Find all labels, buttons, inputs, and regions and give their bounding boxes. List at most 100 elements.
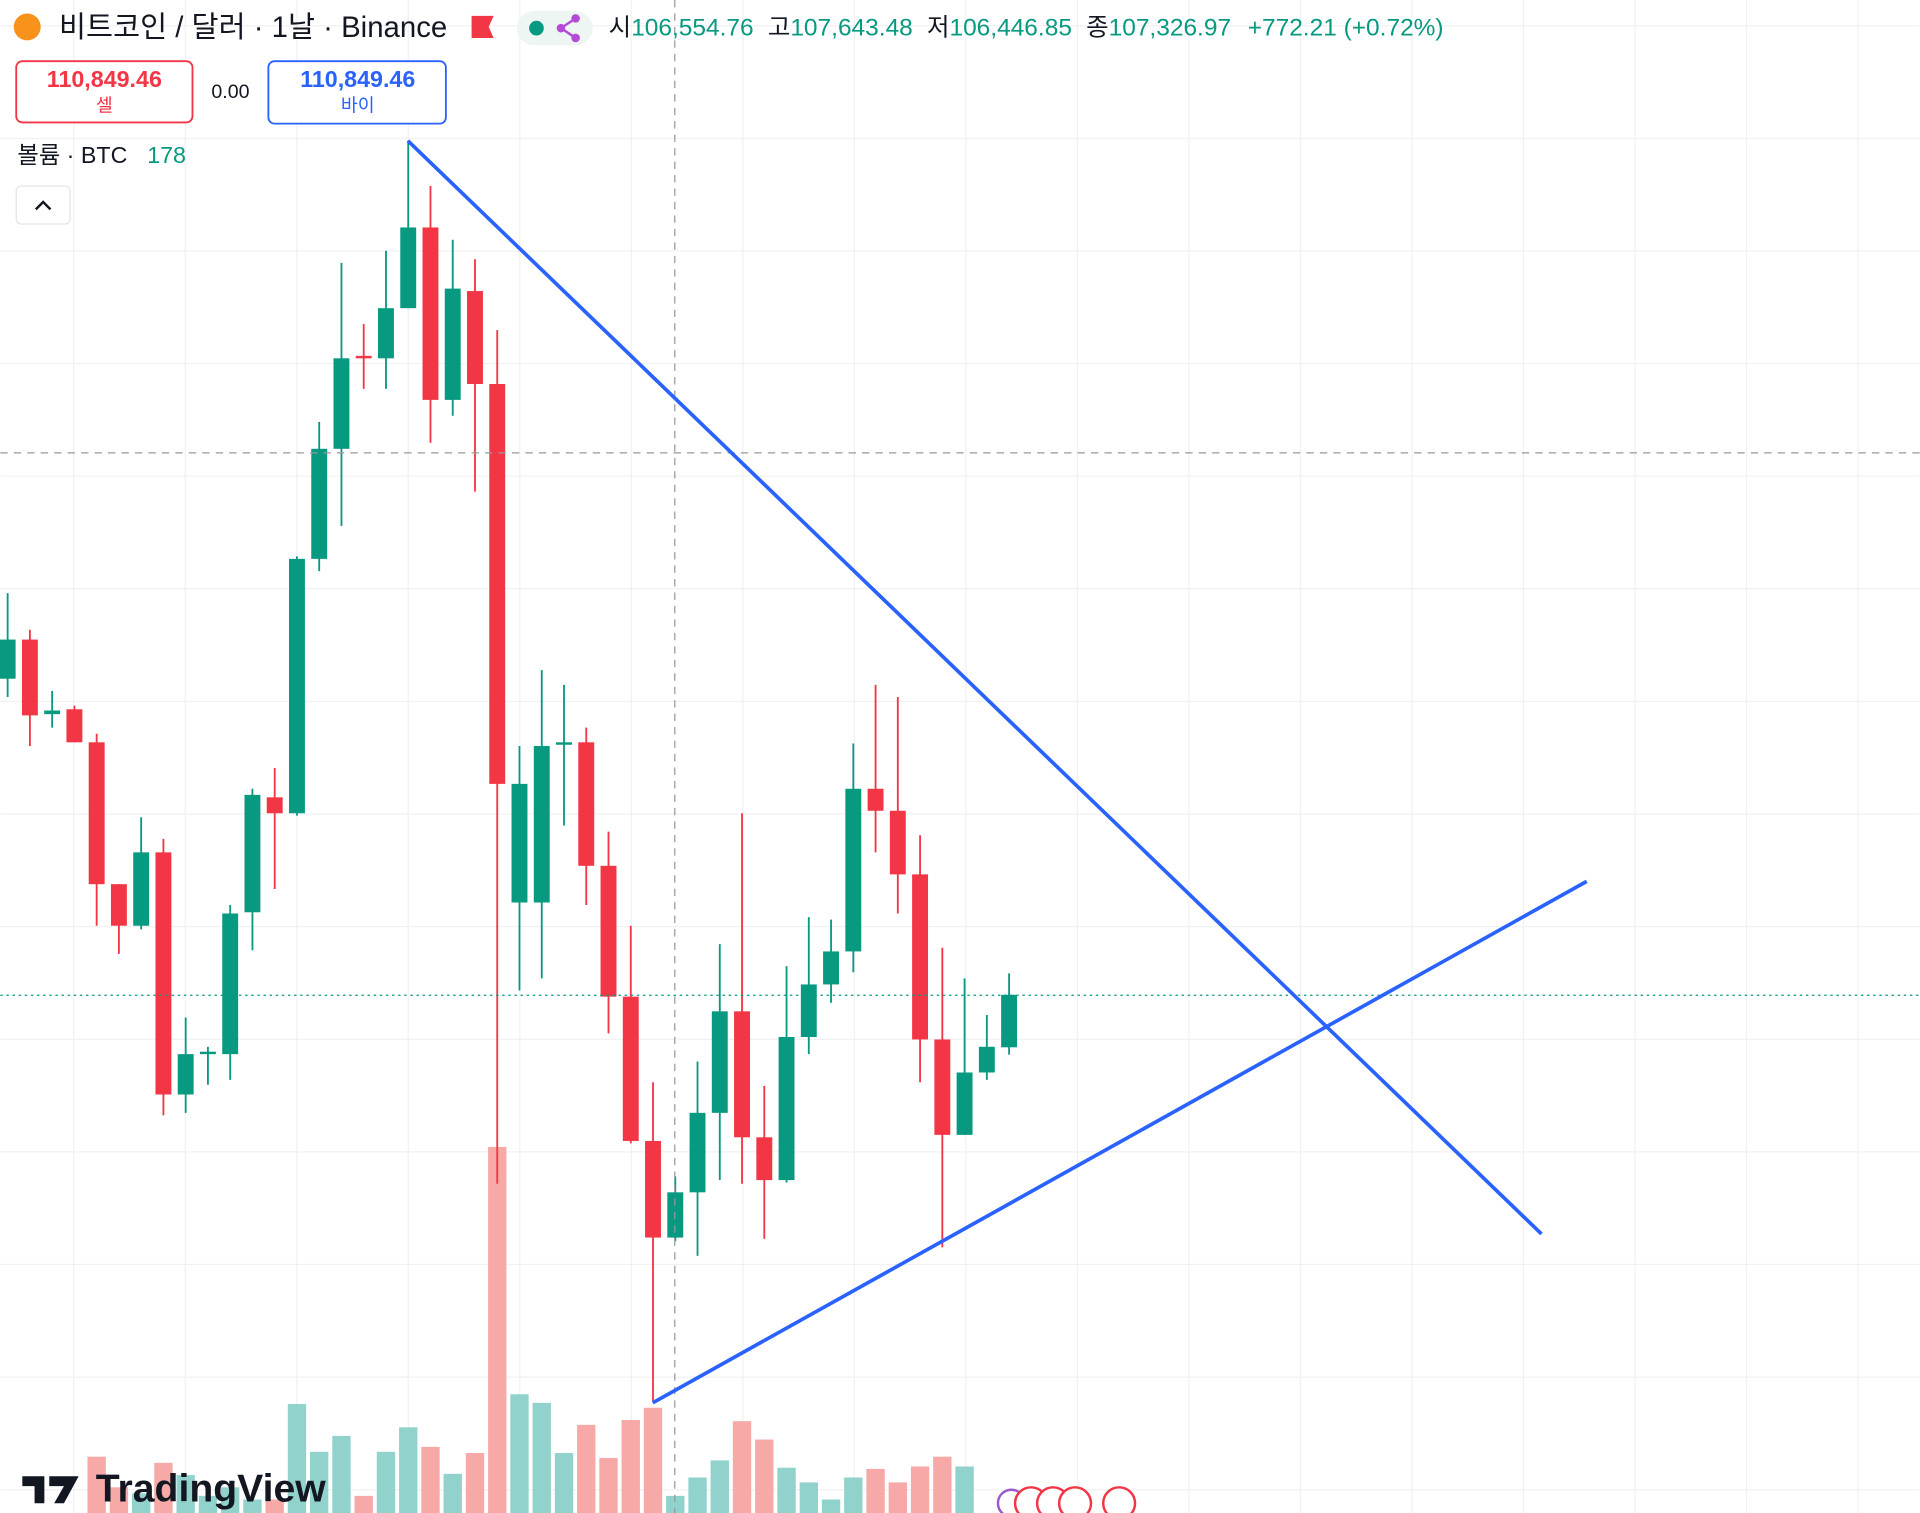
- ohlc-label: 종: [1086, 15, 1109, 42]
- spread: 0.00: [211, 81, 249, 103]
- brand-logo: [22, 1476, 79, 1504]
- volume-bar: [443, 1473, 462, 1513]
- volume-bar: [176, 1475, 195, 1513]
- candle-body: [978, 1046, 995, 1073]
- candle-body: [645, 1140, 661, 1238]
- symbol-title[interactable]: 비트코인 / 달러 · 1날 · Binance: [59, 11, 447, 44]
- volume-bar: [621, 1419, 640, 1513]
- candle-body: [467, 291, 483, 384]
- candle-body: [845, 788, 862, 952]
- candle-body: [956, 1072, 973, 1135]
- candle-body: [355, 355, 372, 359]
- ohlc-legend: 시106,554.76 고107,643.48 저106,446.85 종107…: [609, 14, 1444, 42]
- sell-button[interactable]: [15, 60, 194, 124]
- candle-layer: [0, 140, 1018, 1402]
- volume-bar: [821, 1499, 841, 1513]
- volume-bar: [399, 1427, 418, 1513]
- volume-bar: [799, 1482, 818, 1513]
- candle-body: [288, 558, 305, 814]
- buy-price: 110,849.46: [300, 66, 415, 92]
- volume-bar: [910, 1466, 930, 1513]
- candle-body: [800, 984, 817, 1038]
- status-pill[interactable]: [516, 11, 593, 46]
- symbol-icon: [13, 13, 41, 41]
- event-icon[interactable]: [1057, 1486, 1093, 1513]
- candle-body: [533, 745, 550, 903]
- event-icons[interactable]: [996, 1486, 1137, 1513]
- ohlc-value: 106,446.85: [949, 15, 1071, 42]
- volume-bar: [732, 1421, 752, 1513]
- ohlc-value: 107,643.48: [790, 15, 912, 42]
- candle-body: [912, 874, 929, 1040]
- volume-bar: [332, 1435, 351, 1513]
- volume-bar: [666, 1495, 685, 1513]
- candle-body: [489, 383, 506, 784]
- ohlc-value: 106,554.76: [631, 15, 753, 42]
- volume-bar: [510, 1394, 529, 1513]
- volume-bar: [265, 1499, 284, 1513]
- candle-body: [689, 1112, 706, 1193]
- volume-bar: [421, 1446, 440, 1513]
- volume-bar: [577, 1424, 596, 1513]
- buy-button[interactable]: [267, 60, 447, 125]
- volume-bar: [688, 1477, 707, 1513]
- ohlc-label: 시: [609, 15, 632, 42]
- volume-bar: [488, 1146, 507, 1513]
- volume-bar: [198, 1495, 218, 1513]
- candle-body: [400, 227, 417, 309]
- candle-body: [222, 913, 239, 1055]
- ohlc-label: 고: [768, 15, 791, 42]
- volume-bar: [888, 1482, 907, 1513]
- volume-layer: [87, 1146, 1019, 1513]
- chevron-icon: [34, 200, 52, 211]
- candle-body: [600, 865, 617, 997]
- candle-body: [21, 639, 38, 716]
- trend-line[interactable]: [406, 139, 1543, 1236]
- share-node: [556, 23, 566, 33]
- volume-bar: [844, 1477, 863, 1513]
- volume-bar: [154, 1462, 173, 1513]
- candle-body: [778, 1037, 795, 1181]
- volume-bar: [554, 1453, 574, 1513]
- volume-bar: [710, 1460, 729, 1513]
- candle-body: [823, 951, 840, 985]
- candle-body: [422, 227, 439, 400]
- candle-body: [622, 996, 639, 1141]
- brand-name[interactable]: TradingView: [96, 1467, 326, 1510]
- share-node: [571, 14, 580, 23]
- trend-line[interactable]: [651, 879, 1588, 1405]
- candle-body: [556, 742, 572, 745]
- collapse-button[interactable]: [15, 185, 71, 225]
- market-status-dot: [529, 20, 544, 36]
- candle-body: [311, 448, 328, 559]
- volume-legend-label: 볼륨 · BTC: [17, 142, 127, 168]
- candle-body: [155, 852, 172, 1095]
- candle-body: [756, 1137, 773, 1181]
- volume-bar: [933, 1456, 952, 1513]
- flag-icon[interactable]: [471, 15, 494, 38]
- candle-body: [333, 358, 350, 449]
- event-icon[interactable]: [1102, 1486, 1137, 1513]
- volume-bar: [755, 1439, 774, 1513]
- volume-bar: [243, 1499, 262, 1513]
- volume-bar: [532, 1402, 551, 1513]
- volume-bar: [955, 1466, 974, 1513]
- volume-bar: [354, 1495, 373, 1513]
- ohlc-value: 107,326.97: [1109, 15, 1231, 42]
- candle-body: [734, 1011, 750, 1138]
- candle-body: [244, 794, 261, 913]
- volume-bar: [376, 1451, 396, 1513]
- volume-bar: [131, 1493, 151, 1513]
- volume-legend-value: 178: [147, 142, 186, 168]
- volume-bar: [866, 1468, 885, 1513]
- candle-body: [199, 1051, 216, 1055]
- sell-price: 110,849.46: [47, 66, 162, 92]
- volume-bar: [465, 1453, 485, 1513]
- ohlc-label: 저: [927, 14, 950, 42]
- sell-label: 셀: [96, 94, 113, 115]
- share-node: [571, 33, 580, 43]
- volume-bar: [643, 1407, 663, 1513]
